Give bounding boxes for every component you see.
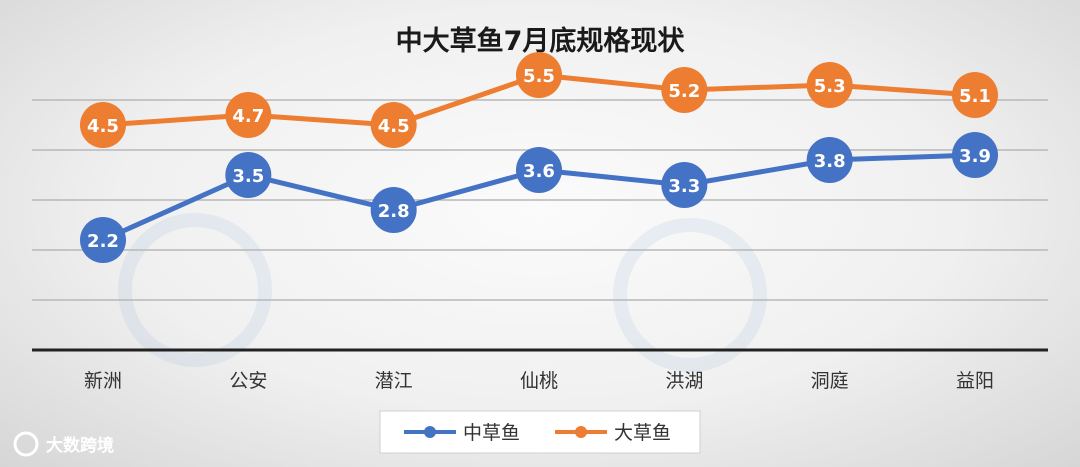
data-point	[80, 102, 126, 148]
grid-lines	[32, 99, 1048, 301]
data-label: 2.2	[87, 231, 119, 252]
watermark-logo-icon	[13, 431, 39, 457]
data-label: 3.3	[668, 176, 700, 197]
data-label: 3.6	[523, 161, 555, 182]
legend-marker-series-1	[424, 426, 436, 438]
legend-label-series-1: 中草鱼	[463, 422, 520, 444]
data-point	[80, 217, 126, 263]
x-tick-label: 益阳	[956, 370, 994, 392]
data-point	[806, 62, 853, 108]
data-label: 5.3	[814, 76, 846, 97]
x-tick-label: 潜江	[375, 370, 413, 392]
chart-title: 中大草鱼7月底规格现状	[396, 25, 686, 57]
data-label: 4.5	[378, 116, 410, 137]
data-point	[225, 92, 272, 138]
data-point	[661, 67, 708, 113]
series-layer: 2.2 3.5 2.8 3.6 3.3 3.8 3.9 4.5 4.7 4.5 5.5 5.2 5.3 5…	[80, 52, 998, 263]
data-label: 4.7	[232, 106, 264, 127]
data-label: 3.8	[814, 151, 846, 172]
data-point	[952, 132, 998, 178]
legend: 中草鱼 大草鱼	[379, 410, 701, 454]
series-1: 2.2 3.5 2.8 3.6 3.3 3.8 3.9	[80, 132, 998, 263]
data-label: 2.8	[378, 201, 410, 222]
data-label: 4.5	[87, 116, 119, 137]
series-2: 4.5 4.7 4.5 5.5 5.2 5.3 5.1	[80, 52, 998, 148]
x-tick-label: 洞庭	[811, 370, 849, 392]
x-tick-label: 洪湖	[665, 370, 703, 392]
data-point	[516, 52, 562, 98]
legend-item-series-2: 大草鱼	[555, 422, 671, 444]
data-label: 5.5	[523, 66, 555, 87]
data-point	[370, 102, 417, 148]
x-tick-label: 公安	[229, 370, 267, 392]
x-axis-ticks: 新洲 公安 潜江 仙桃 洪湖 洞庭 益阳	[84, 370, 994, 392]
data-point	[225, 152, 272, 198]
legend-item-series-1: 中草鱼	[404, 422, 520, 444]
x-tick-label: 仙桃	[520, 370, 558, 392]
data-point	[952, 72, 998, 118]
data-point	[370, 187, 417, 233]
background-watermark	[118, 213, 767, 372]
data-label: 3.9	[959, 146, 991, 167]
legend-label-series-2: 大草鱼	[614, 422, 671, 444]
data-label: 5.2	[668, 81, 700, 102]
data-point	[516, 147, 562, 193]
data-label: 5.1	[959, 86, 991, 107]
x-tick-label: 新洲	[84, 370, 122, 392]
legend-marker-series-2	[575, 426, 587, 438]
data-point	[661, 162, 708, 208]
data-label: 3.5	[232, 166, 264, 187]
watermark-text: 大数跨境	[46, 435, 114, 456]
data-point	[806, 137, 853, 183]
corner-watermark: 大数跨境	[13, 431, 114, 457]
